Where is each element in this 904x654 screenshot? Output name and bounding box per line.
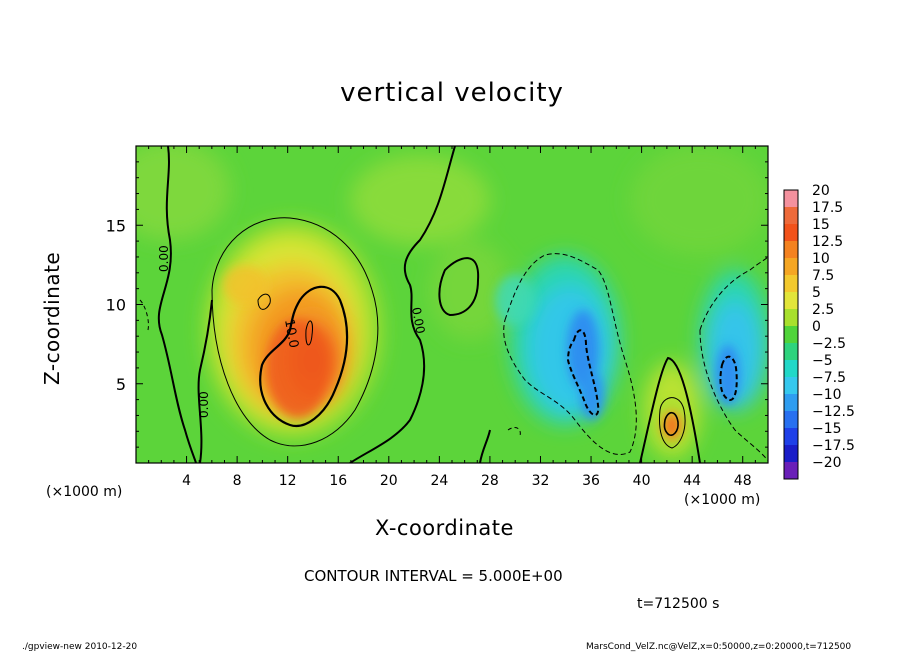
x-unit-label: (×1000 m): [46, 484, 123, 500]
x-tick-label: 20: [380, 473, 398, 489]
contour-lines: [139, 146, 768, 463]
contour-label: 0.00: [409, 306, 427, 335]
colorbar-tick-label: −5: [812, 353, 833, 369]
x-tick-label: 40: [633, 473, 651, 489]
y-axis: 5 10 15: [106, 161, 768, 448]
colorbar-tick-label: −17.5: [812, 438, 855, 454]
colorbar-swatch: [784, 309, 798, 326]
chart-title: vertical velocity: [340, 78, 564, 108]
colorbar-swatch: [784, 224, 798, 241]
x-tick-label: 12: [279, 473, 297, 489]
colorbar-tick-label: −12.5: [812, 404, 855, 420]
y-tick-label: 10: [106, 296, 126, 315]
colorbar: 2017.51512.5107.552.50−2.5−5−7.5−10−12.5…: [783, 183, 855, 480]
colorbar-swatch: [784, 377, 798, 394]
x-tick-label: 28: [481, 473, 499, 489]
contour-label: 0.00: [157, 245, 171, 272]
colorbar-swatch: [784, 292, 798, 309]
x-tick-label: 24: [430, 473, 448, 489]
x-tick-label: 36: [582, 473, 600, 489]
colorbar-swatch: [784, 258, 798, 275]
colorbar-swatch: [784, 394, 798, 411]
colorbar-tick-label: −2.5: [812, 336, 846, 352]
colorbar-tick-label: 15: [812, 217, 830, 233]
colorbar-tick-label: 0: [812, 319, 821, 335]
colorbar-tick-label: −7.5: [812, 370, 846, 386]
x-axis: 4 8 12 16 20 24 28 32 36 40 44 48: [148, 146, 756, 489]
colorbar-tick-label: 2.5: [812, 302, 834, 318]
x-tick-label: 44: [683, 473, 701, 489]
colorbar-swatch: [784, 207, 798, 224]
contour-label: 10.0: [281, 318, 301, 349]
footer-right-text: MarsCond_VelZ.nc@VelZ,x=0:50000,z=0:2000…: [586, 642, 852, 652]
y-tick-label: 15: [106, 216, 126, 235]
colorbar-tick-label: −10: [812, 387, 842, 403]
contour-interval-note: CONTOUR INTERVAL = 5.000E+00: [304, 567, 563, 585]
y-tick-label: 5: [116, 375, 126, 394]
contour-label: 0.00: [197, 391, 211, 418]
colorbar-tick-label: −15: [812, 421, 842, 437]
colorbar-swatch: [784, 190, 798, 207]
colorbar-tick-label: 17.5: [812, 200, 843, 216]
colorbar-tick-label: 10: [812, 251, 830, 267]
colorbar-tick-label: −20: [812, 455, 842, 471]
colorbar-swatch: [784, 411, 798, 428]
colorbar-swatch: [784, 360, 798, 377]
contour-labels: 0.00 0.00 0.00 10.0: [157, 245, 427, 418]
heatmap-field: [136, 146, 768, 463]
colorbar-swatch: [784, 343, 798, 360]
x-tick-label: 32: [532, 473, 550, 489]
colorbar-swatch: [784, 275, 798, 292]
x-unit-label: (×1000 m): [684, 492, 761, 508]
colorbar-swatch: [784, 326, 798, 343]
colorbar-tick-label: 12.5: [812, 234, 843, 250]
x-axis-label: X-coordinate: [375, 516, 514, 540]
x-tick-label: 4: [182, 473, 191, 489]
colorbar-tick-label: 20: [812, 183, 830, 199]
colorbar-tick-label: 7.5: [812, 268, 834, 284]
y-axis-label: Z-coordinate: [40, 251, 64, 385]
time-label: t=712500 s: [637, 596, 720, 612]
colorbar-swatch: [784, 445, 798, 462]
colorbar-swatch: [784, 241, 798, 258]
colorbar-frame: [783, 189, 799, 480]
x-tick-label: 8: [233, 473, 242, 489]
colorbar-swatch: [784, 428, 798, 445]
x-tick-label: 48: [734, 473, 752, 489]
colorbar-swatch: [784, 462, 798, 479]
footer-left-text: ./gpview-new 2010-12-20: [22, 642, 138, 652]
colorbar-tick-label: 5: [812, 285, 821, 301]
x-tick-label: 16: [329, 473, 347, 489]
